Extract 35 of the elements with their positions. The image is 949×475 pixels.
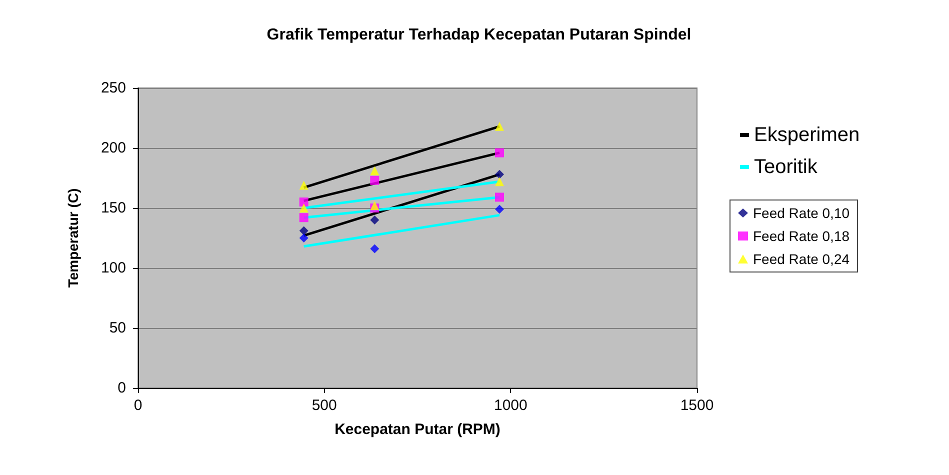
y-tick-label: 100 [100,260,126,276]
point [494,192,504,202]
x-axis-title: Kecepatan Putar (RPM) [334,421,500,438]
y-tick-label: 150 [100,200,126,216]
x-tick-label: 0 [134,397,142,414]
point [494,148,504,158]
point [370,201,380,210]
point [299,180,308,190]
legend-label: Feed Rate 0,18 [753,228,850,244]
y-tick-label: 200 [100,140,126,156]
y-tick-label: 250 [100,80,126,96]
legend-label: Feed Rate 0,10 [753,205,850,221]
point [299,204,308,212]
point [299,213,308,222]
x-tick-label: 1000 [494,397,528,414]
x-tick-label: 1500 [680,397,714,414]
point [299,234,308,242]
point [370,166,380,176]
point [370,216,380,224]
legend-label: Teoritik [754,156,818,178]
point [494,122,504,131]
y-tick-label: 50 [109,320,126,336]
legend-label: Feed Rate 0,24 [753,251,850,267]
y-tick-label: 0 [118,380,126,396]
point [494,204,504,214]
point [494,170,504,179]
point [370,176,380,185]
point [370,244,380,254]
y-axis-title: Temperatur (C) [65,188,81,288]
point [299,226,308,236]
x-tick-label: 500 [312,397,337,414]
point [299,198,308,206]
chart-title: Grafik Temperatur Terhadap Kecepatan Putaran Spindel [266,26,692,44]
point [494,177,504,186]
legend-label: Eksperimen [754,124,860,146]
